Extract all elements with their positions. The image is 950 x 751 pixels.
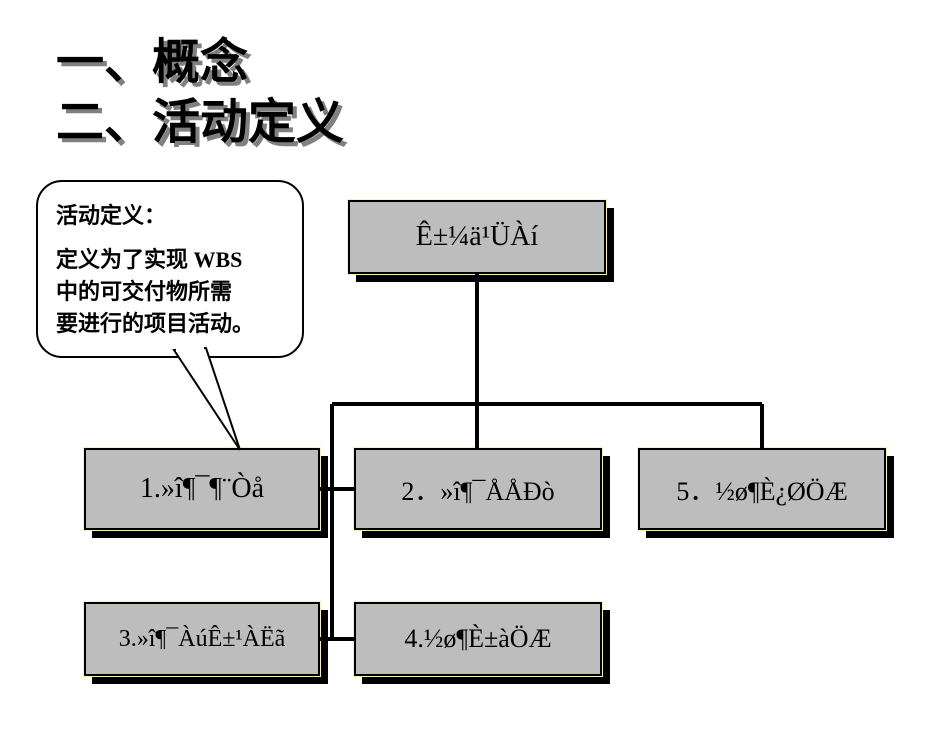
- callout-tail: [0, 0, 950, 751]
